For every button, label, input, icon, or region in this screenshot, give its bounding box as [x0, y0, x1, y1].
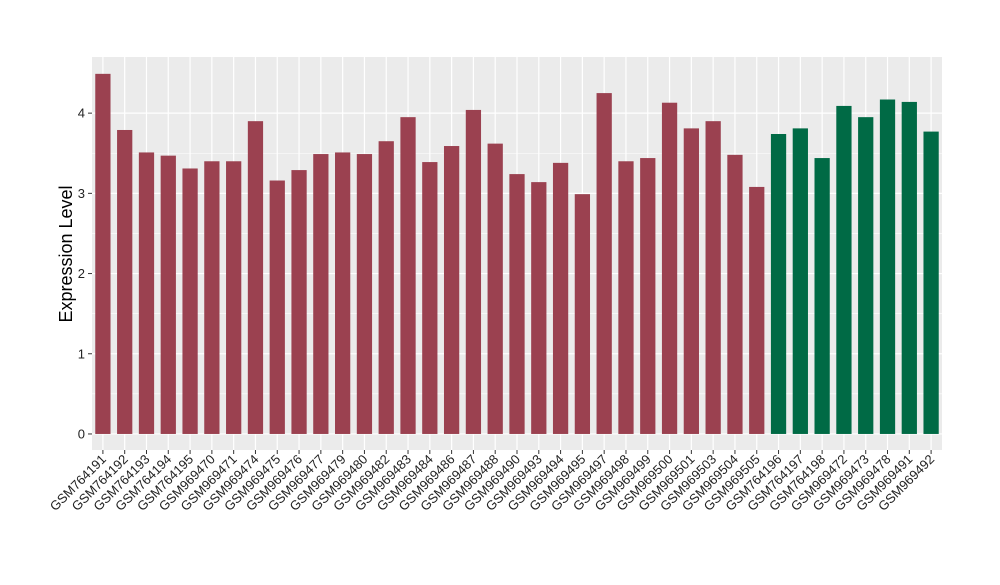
bar-GSM969488 — [487, 143, 503, 434]
bar-GSM969479 — [335, 152, 351, 434]
bar-GSM969471 — [226, 161, 242, 434]
bar-GSM764194 — [160, 155, 176, 434]
bar-GSM764192 — [117, 129, 133, 434]
bar-GSM969490 — [509, 174, 525, 434]
x-axis: GSM764191GSM764192GSM764193GSM764194GSM7… — [47, 450, 937, 514]
bar-GSM969483 — [400, 117, 416, 434]
bar-GSM764198 — [814, 158, 830, 434]
bar-GSM969503 — [705, 121, 721, 434]
bar-GSM969470 — [204, 161, 220, 434]
bar-GSM969494 — [552, 162, 569, 434]
bar-GSM969491 — [901, 101, 917, 434]
bar-GSM969474 — [247, 121, 264, 434]
bar-GSM969500 — [661, 102, 678, 434]
y-axis-title: Expression Level — [56, 185, 76, 322]
bar-GSM764197 — [792, 128, 808, 434]
bar-GSM969477 — [313, 154, 329, 434]
bar-GSM969478 — [879, 99, 896, 434]
bar-GSM969476 — [291, 170, 307, 434]
bar-GSM969473 — [858, 117, 874, 434]
bar-GSM764196 — [770, 133, 787, 434]
bar-GSM969487 — [465, 109, 482, 434]
bar-series — [95, 73, 939, 434]
bar-GSM969493 — [531, 182, 547, 434]
bar-GSM969495 — [574, 194, 591, 434]
bar-GSM764193 — [138, 152, 155, 434]
bar-GSM969492 — [923, 131, 939, 434]
bar-GSM969498 — [618, 161, 634, 434]
bar-GSM969499 — [640, 158, 656, 434]
bar-GSM969486 — [443, 146, 460, 434]
bar-GSM764195 — [182, 168, 198, 434]
bar-GSM764191 — [95, 73, 111, 434]
y-tick-label: 0 — [78, 426, 85, 441]
y-tick-label: 4 — [78, 106, 85, 121]
bar-GSM969505 — [749, 186, 765, 434]
bar-GSM969497 — [596, 93, 612, 434]
bar-GSM969501 — [683, 128, 699, 434]
bar-GSM969482 — [378, 141, 394, 434]
y-tick-label: 2 — [78, 266, 85, 281]
bar-GSM969475 — [269, 180, 285, 434]
bar-GSM969484 — [422, 162, 438, 434]
y-tick-label: 3 — [78, 186, 85, 201]
bar-GSM969472 — [836, 105, 852, 434]
y-axis: 0 1 2 3 4 — [78, 106, 92, 441]
bar-GSM969480 — [356, 154, 373, 434]
y-tick-label: 1 — [78, 346, 85, 361]
bar-GSM969504 — [727, 154, 743, 434]
